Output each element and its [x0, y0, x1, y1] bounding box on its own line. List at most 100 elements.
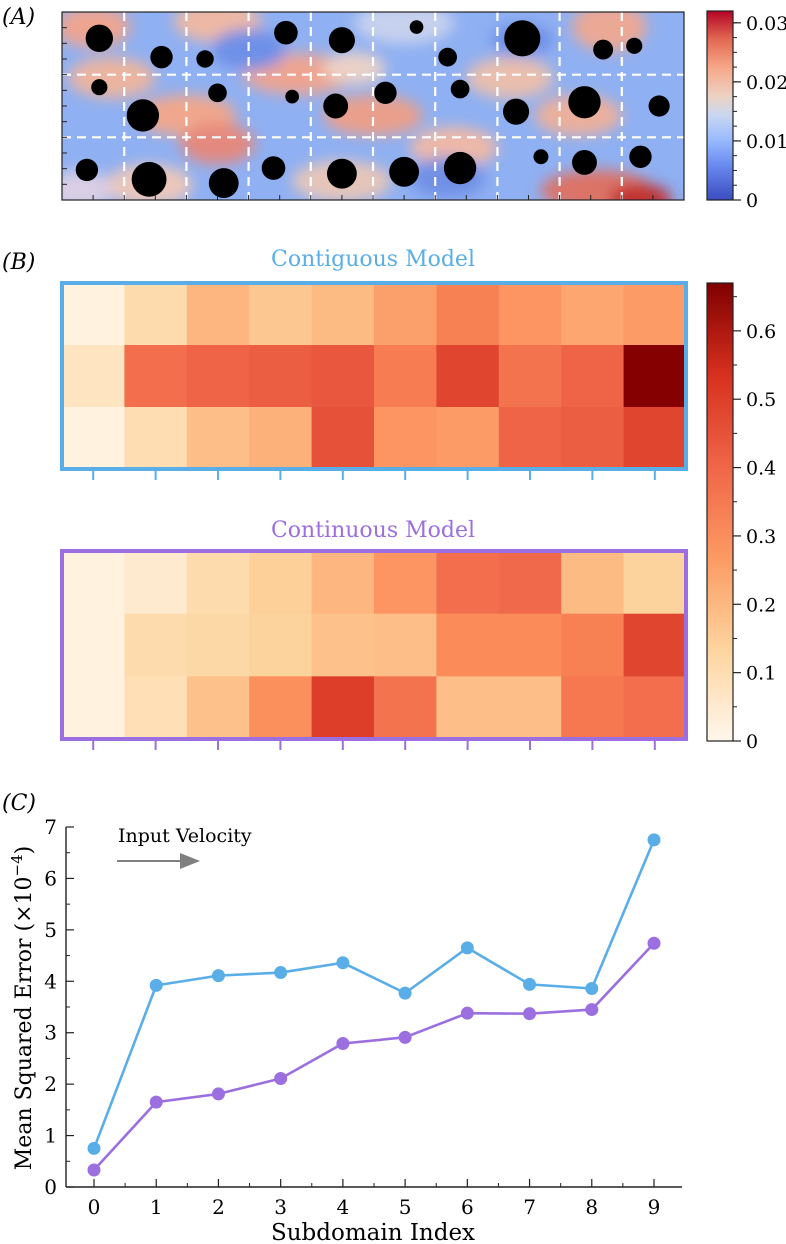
heatmap-cell	[436, 551, 500, 615]
heatmap-cell	[374, 283, 437, 346]
heatmap-cell	[623, 676, 687, 740]
x-tick-label: 8	[585, 1195, 598, 1219]
continuous-data-point	[336, 1037, 350, 1051]
continuous-data-point	[523, 1007, 537, 1021]
heatmap-cell	[561, 613, 625, 677]
heatmap-cell	[186, 676, 250, 740]
heatmap-cell	[186, 407, 250, 470]
heatmap-cell	[498, 407, 562, 470]
heatmap-cell	[436, 283, 500, 346]
y-tick-label: 1	[44, 1124, 57, 1148]
obstacle-cylinder	[629, 145, 652, 168]
heatmap-cell	[498, 613, 562, 677]
heatmap-cell	[62, 283, 125, 346]
heatmap-cell	[623, 345, 687, 408]
obstacle-cylinder	[409, 20, 424, 34]
obstacle-cylinder	[648, 95, 670, 117]
heatmap-cell	[374, 345, 437, 408]
contiguous-heatmap	[60, 281, 688, 471]
obstacle-cylinder	[374, 81, 397, 105]
y-tick-label: 2	[44, 1072, 57, 1096]
y-tick-label: 0	[44, 1175, 57, 1199]
x-tick-label: 2	[212, 1195, 225, 1219]
heatmap-cell	[498, 676, 562, 740]
heatmap-border	[60, 549, 688, 741]
flow-blob	[323, 51, 386, 85]
colorbar-b-tick-label: 0.2	[746, 594, 776, 616]
heatmap-cell	[623, 407, 687, 470]
heatmap-cell	[498, 345, 562, 408]
obstacle-cylinder	[196, 50, 214, 68]
contiguous-data-point	[585, 981, 599, 995]
heatmap-cell	[561, 345, 625, 408]
heatmap-cell	[249, 551, 313, 615]
heatmap-cell	[561, 283, 625, 346]
continuous-heatmap-ticks	[92, 741, 656, 750]
heatmap-cell	[498, 283, 562, 346]
obstacle-cylinder	[150, 45, 173, 69]
obstacle-cylinder	[85, 24, 114, 53]
contiguous-data-point	[149, 978, 163, 992]
y-tick-label: 7	[44, 815, 57, 839]
continuous-data-point	[585, 1003, 599, 1017]
colorbar-a-tick-label: 0	[746, 190, 758, 212]
contiguous-data-point	[647, 833, 661, 847]
obstacle-cylinder	[450, 79, 470, 99]
panel-b-label: (B)	[2, 250, 35, 275]
chart-ticks: 0 1 2 3 4 5 6 7 8 9 0 1 2 3 4 5 6 7	[44, 815, 660, 1219]
heatmap-cell	[436, 613, 500, 677]
contiguous-data-point	[87, 1141, 101, 1155]
heatmap-cell	[436, 676, 500, 740]
subdomain-grid	[62, 12, 684, 200]
heatmap-cell	[561, 551, 625, 615]
heatmap-cell	[561, 676, 625, 740]
colorbar-b-tick-label: 0	[746, 731, 758, 753]
continuous-data-point	[87, 1163, 101, 1177]
heatmap-cell	[186, 613, 250, 677]
heatmap-cell	[311, 676, 375, 740]
heatmap-cell	[249, 407, 313, 470]
colorbar-b: 0 0.1 0.2 0.3 0.4 0.5 0.6	[706, 282, 776, 753]
obstacle-cylinder	[131, 161, 167, 197]
colorbar-a-tick-label: 0.03	[746, 13, 786, 35]
panel-c-label: (C)	[2, 791, 36, 816]
obstacle-cylinder	[572, 149, 597, 175]
flow-blob	[609, 183, 672, 200]
obstacle-cylinder	[443, 151, 477, 185]
heatmap-cell	[623, 613, 687, 677]
flow-blob	[68, 57, 156, 99]
flow-blob	[180, 122, 255, 165]
continuous-data-point	[398, 1030, 412, 1044]
heatmap-cell	[62, 345, 125, 408]
heatmap-cell	[62, 676, 125, 740]
heatmap-cell	[436, 407, 500, 470]
heatmap-cell	[124, 283, 188, 346]
heatmap-cell	[374, 407, 437, 470]
y-tick-label: 3	[44, 1021, 57, 1045]
input-velocity-annotation: Input Velocity	[118, 825, 252, 847]
obstacle-cylinder	[389, 156, 420, 187]
obstacle-cylinder	[261, 156, 286, 180]
heatmap-cell	[249, 345, 313, 408]
x-tick-label: 6	[461, 1195, 474, 1219]
contiguous-heatmap-ticks	[92, 471, 656, 480]
x-tick-label: 0	[88, 1195, 101, 1219]
x-tick-label: 1	[150, 1195, 163, 1219]
heatmap-cell	[186, 551, 250, 615]
heatmap-cell	[374, 676, 437, 740]
obstacle-cylinder	[208, 83, 227, 103]
heatmap-cell	[124, 676, 188, 740]
obstacles	[75, 20, 670, 199]
y-axis-label-exponent: −4	[8, 854, 26, 876]
obstacle-cylinder	[328, 27, 355, 54]
continuous-heatmap	[60, 549, 688, 741]
heatmap-cell	[311, 283, 375, 346]
flow-blob	[323, 94, 423, 137]
heatmap-cell	[186, 283, 250, 346]
colorbar-a: 0 0.01 0.02 0.03	[706, 10, 786, 212]
contiguous-series-line	[92, 839, 656, 1149]
x-tick-label: 5	[399, 1195, 412, 1219]
heatmap-cell	[62, 407, 125, 470]
y-axis-label-close: )	[12, 846, 37, 855]
